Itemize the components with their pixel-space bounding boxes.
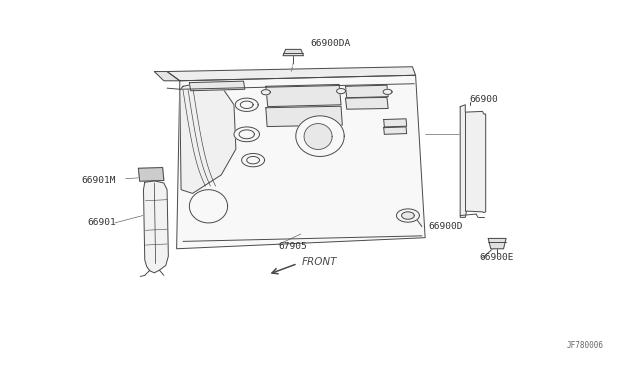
Polygon shape — [337, 89, 346, 94]
Polygon shape — [346, 85, 388, 98]
Polygon shape — [460, 105, 486, 217]
Text: 66901: 66901 — [88, 218, 116, 227]
Text: 66900D: 66900D — [428, 222, 463, 231]
Polygon shape — [296, 116, 344, 157]
Text: 66900E: 66900E — [479, 253, 514, 263]
Text: JF780006: JF780006 — [566, 341, 604, 350]
Polygon shape — [383, 89, 392, 94]
Polygon shape — [304, 124, 332, 150]
Text: 66900DA: 66900DA — [310, 39, 351, 48]
Polygon shape — [397, 209, 419, 222]
Polygon shape — [401, 212, 414, 219]
Polygon shape — [384, 127, 406, 134]
Polygon shape — [239, 130, 254, 139]
Polygon shape — [384, 119, 406, 127]
Text: 67905: 67905 — [278, 243, 307, 251]
Polygon shape — [488, 238, 506, 249]
Polygon shape — [266, 106, 342, 126]
Polygon shape — [241, 101, 253, 109]
Polygon shape — [143, 181, 168, 273]
Polygon shape — [154, 71, 180, 81]
Polygon shape — [177, 75, 425, 249]
Polygon shape — [180, 84, 236, 193]
Polygon shape — [247, 157, 259, 164]
Text: 66900: 66900 — [470, 95, 499, 104]
Polygon shape — [242, 154, 264, 167]
Polygon shape — [266, 84, 341, 107]
Polygon shape — [138, 167, 164, 181]
Polygon shape — [261, 90, 270, 95]
Text: FRONT: FRONT — [302, 257, 338, 267]
Polygon shape — [236, 98, 258, 112]
Polygon shape — [189, 190, 228, 223]
Polygon shape — [234, 127, 259, 142]
Text: 66901M: 66901M — [81, 176, 116, 185]
Polygon shape — [283, 49, 303, 56]
Polygon shape — [167, 67, 415, 81]
Polygon shape — [346, 97, 388, 109]
Polygon shape — [189, 81, 245, 91]
